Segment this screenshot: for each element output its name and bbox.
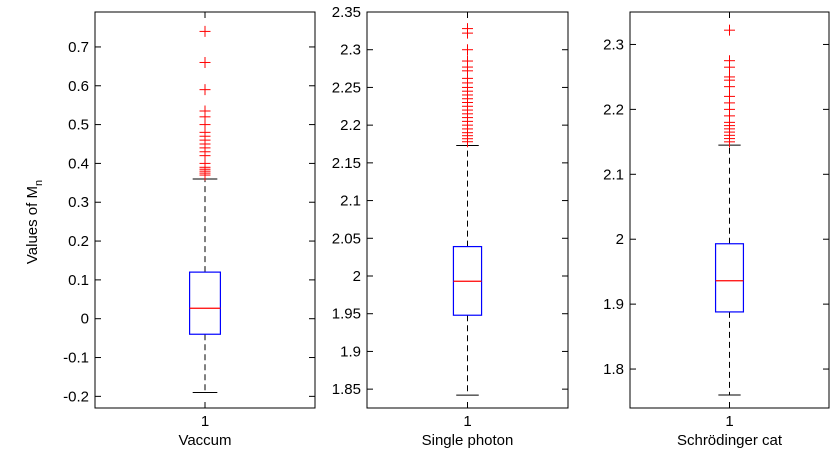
subplot-2: 1.85 1.9 1.95 2 2.05 2.1 2.15 2.2 2.25 2.3 2.35 1 Si… [332, 4, 569, 449]
outlier-marker [724, 24, 735, 36]
y-axis-label-subscript: n [33, 180, 45, 186]
box-iqr [189, 271, 222, 335]
x-axis-label: Single photon [422, 432, 514, 449]
y-tick-label: 0.4 [68, 155, 89, 172]
y-tick-label: 0.5 [68, 117, 89, 134]
y-tick-label: 2.3 [340, 42, 361, 59]
y-tick-label: 2.35 [332, 4, 361, 21]
outlier-marker [724, 61, 735, 73]
y-tick-label: 2.25 [332, 79, 361, 96]
y-tick-label: 0.2 [68, 233, 89, 250]
y-tick-label: 1.8 [603, 361, 624, 378]
y-tick-label: 0.1 [68, 272, 89, 289]
y-tick-label: 0.6 [68, 78, 89, 95]
y-tick-label: -0.2 [63, 388, 89, 405]
y-tick-label: 1.85 [332, 381, 361, 398]
outlier-marker [199, 169, 211, 181]
box-iqr [714, 243, 745, 313]
y-tick-label: 2.2 [340, 117, 361, 134]
y-tick-label: 2 [616, 231, 624, 248]
y-tick-label: 0.3 [68, 194, 89, 211]
y-tick-label: 2.1 [603, 166, 624, 183]
y-tick-label: 1.9 [603, 296, 624, 313]
x-tick-label: 1 [725, 413, 733, 430]
x-tick-label: 1 [201, 413, 209, 430]
y-tick-label: 2.3 [603, 36, 624, 53]
y-tick-label: 2.05 [332, 230, 361, 247]
subplot-3: 1.8 1.9 2 2.1 2.2 2.3 1 Schrödinger cat [603, 11, 830, 449]
outlier-marker [724, 81, 735, 93]
y-axis-label-main: Values of M [24, 186, 41, 264]
y-tick-label: 2 [353, 268, 361, 285]
y-tick-label: 1.95 [332, 306, 361, 323]
outlier-marker [199, 84, 211, 96]
y-tick-label: -0.1 [63, 350, 89, 367]
outlier-marker [462, 27, 473, 39]
x-axis-label: Vaccum [178, 432, 231, 449]
y-axis-label: Values of Mn [24, 180, 45, 264]
outlier-marker [199, 56, 211, 68]
y-tick-label: 2.2 [603, 101, 624, 118]
outlier-marker [462, 44, 473, 56]
y-tick-label: 2.1 [340, 193, 361, 210]
outlier-marker [199, 25, 211, 37]
outlier-marker [462, 136, 473, 148]
y-tick-label: 2.15 [332, 155, 361, 172]
y-tick-label: 0.7 [68, 39, 89, 56]
y-tick-label: 0 [81, 311, 89, 328]
subplot-1: -0.2 -0.1 0 0.1 0.2 0.3 0.4 0.5 0.6 0.7 1 Vaccum [63, 11, 316, 449]
x-tick-label: 1 [463, 413, 471, 430]
x-axis-label: Schrödinger cat [677, 432, 783, 449]
y-tick-label: 1.9 [340, 343, 361, 360]
outlier-marker [724, 136, 735, 148]
